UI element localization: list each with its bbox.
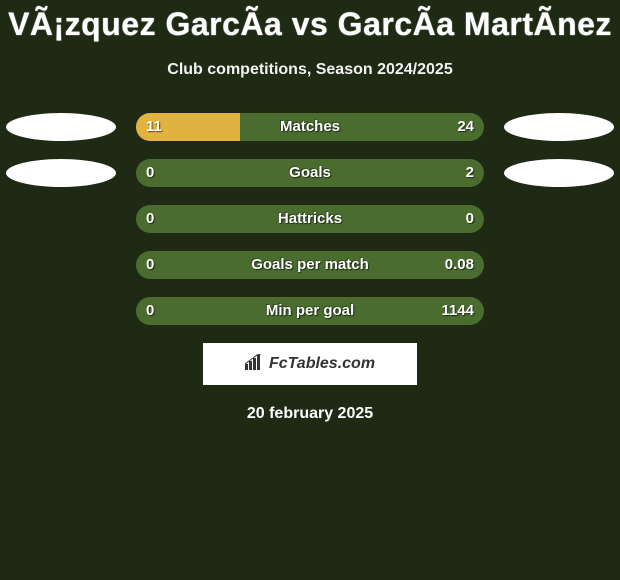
bar-row: 00.08Goals per match — [0, 251, 620, 279]
player-right-marker — [504, 159, 614, 187]
player-right-marker — [504, 113, 614, 141]
brand-text: FcTables.com — [269, 355, 375, 373]
bar-chart-icon — [245, 354, 265, 375]
bar-track — [136, 113, 484, 141]
bar-row: 00Hattricks — [0, 205, 620, 233]
bar-fill-left — [136, 113, 240, 141]
brand-label: FcTables.com — [245, 354, 375, 375]
page-title: VÃ¡zquez GarcÃa vs GarcÃa MartÃnez — [0, 0, 620, 43]
brand-box: FcTables.com — [203, 343, 417, 385]
bar-row: 02Goals — [0, 159, 620, 187]
bar-row: 1124Matches — [0, 113, 620, 141]
bar-track — [136, 297, 484, 325]
comparison-bars: 1124Matches 02Goals 00Hattricks 00.08Goals … — [0, 113, 620, 325]
page-subtitle: Club competitions, Season 2024/2025 — [0, 61, 620, 79]
player-left-marker — [6, 159, 116, 187]
bar-track — [136, 205, 484, 233]
date-label: 20 february 2025 — [0, 405, 620, 423]
player-left-marker — [6, 113, 116, 141]
bar-track — [136, 159, 484, 187]
bar-row: 01144Min per goal — [0, 297, 620, 325]
bar-track — [136, 251, 484, 279]
